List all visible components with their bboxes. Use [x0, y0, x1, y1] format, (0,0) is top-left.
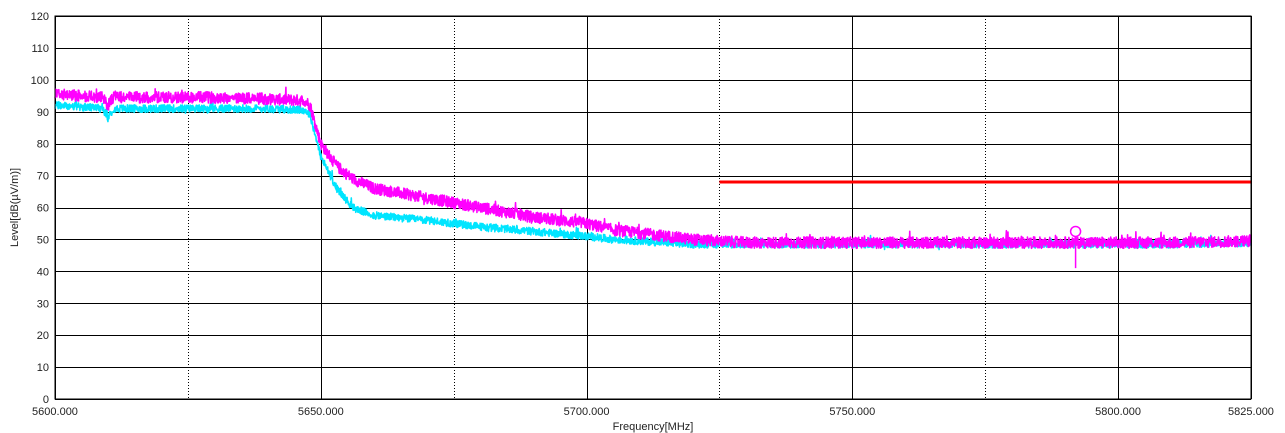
y-tick-label: 30 — [37, 298, 49, 310]
y-axis-label: Level[dB(µV/m)] — [9, 168, 21, 247]
x-tick-label: 5750.000 — [829, 406, 875, 418]
x-tick-label: 5700.000 — [564, 406, 610, 418]
y-tick-label: 20 — [37, 330, 49, 342]
x-tick-label: 5800.000 — [1095, 406, 1141, 418]
y-tick-label: 80 — [37, 139, 49, 151]
x-axis-label: Frequency[MHz] — [613, 421, 694, 433]
marker-layer — [1069, 225, 1082, 269]
y-tick-label: 100 — [31, 75, 49, 87]
y-tick-label: 50 — [37, 234, 49, 246]
y-tick-label: 120 — [31, 11, 49, 23]
x-tick-label: 5825.000 — [1228, 406, 1274, 418]
y-tick-label: 60 — [37, 203, 49, 215]
series-layer — [54, 86, 1252, 251]
plot-frame — [54, 15, 1252, 400]
plot-area — [55, 16, 1251, 399]
y-tick-label: 0 — [43, 394, 49, 406]
y-tick-label: 110 — [31, 43, 49, 55]
x-tick-label: 5650.000 — [298, 406, 344, 418]
y-tick-label: 70 — [37, 171, 49, 183]
y-tick-label: 10 — [37, 362, 49, 374]
y-tick-label: 40 — [37, 266, 49, 278]
x-tick-labels: 5600.000 5650.000 5700.000 5750.000 5800.000… — [32, 406, 1274, 418]
series-line — [54, 86, 1252, 250]
x-tick-label: 5600.000 — [32, 406, 78, 418]
y-tick-label: 90 — [37, 107, 49, 119]
y-tick-labels: 0 10 20 30 40 50 60 70 80 90 100 110 120 — [31, 11, 49, 406]
